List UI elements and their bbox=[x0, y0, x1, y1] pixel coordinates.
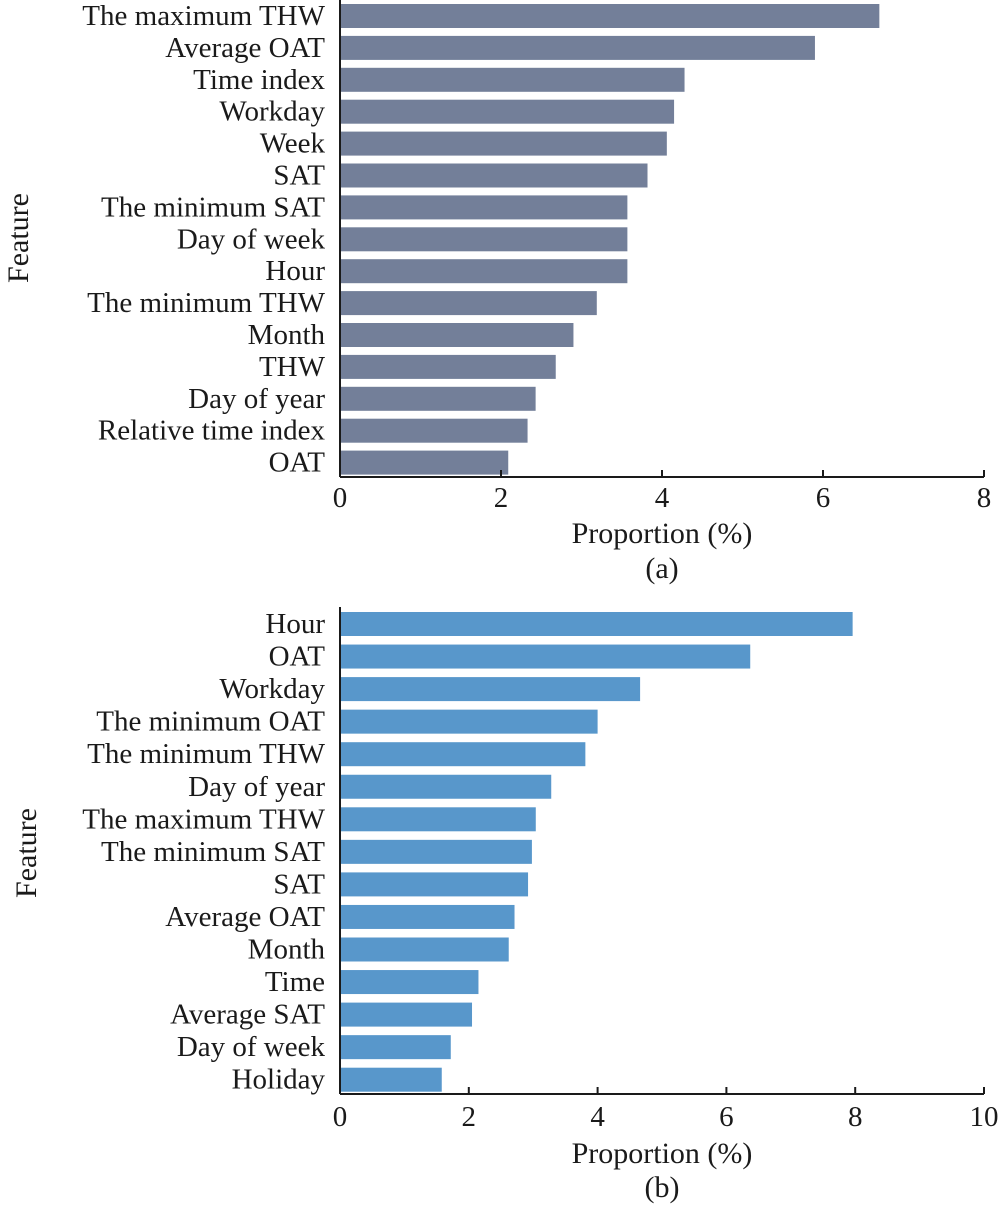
bar-12 bbox=[340, 970, 479, 995]
x-tick-label: 6 bbox=[816, 482, 831, 514]
bar-13 bbox=[340, 386, 536, 411]
bar-9 bbox=[340, 259, 628, 284]
y-axis-title: Feature bbox=[2, 193, 35, 283]
category-label: The maximum THW bbox=[82, 0, 325, 32]
x-tick-label: 0 bbox=[333, 1101, 348, 1133]
bar-6 bbox=[340, 163, 648, 188]
category-label: Hour bbox=[265, 255, 325, 287]
bar-15 bbox=[340, 450, 509, 475]
category-label: SAT bbox=[273, 868, 325, 900]
category-label: Time bbox=[265, 966, 325, 998]
bar-11 bbox=[340, 937, 509, 962]
bar-10 bbox=[340, 291, 597, 316]
category-label: Average OAT bbox=[165, 32, 325, 64]
bar-7 bbox=[340, 195, 628, 220]
category-label: Workday bbox=[219, 673, 325, 705]
category-label: The minimum OAT bbox=[96, 706, 325, 738]
x-axis-title: Proportion (%) bbox=[572, 1137, 753, 1170]
category-label: Day of week bbox=[177, 1031, 326, 1063]
category-label: Month bbox=[248, 934, 326, 966]
category-label: Average SAT bbox=[170, 999, 325, 1031]
y-axis-title: Feature bbox=[10, 808, 43, 898]
x-tick-label: 10 bbox=[970, 1101, 999, 1133]
bar-3 bbox=[340, 67, 685, 92]
bar-2 bbox=[340, 644, 751, 669]
category-label: OAT bbox=[269, 641, 326, 673]
x-axis-title: Proportion (%) bbox=[572, 517, 753, 550]
bar-10 bbox=[340, 904, 515, 929]
category-label: OAT bbox=[269, 447, 326, 479]
category-label: Time index bbox=[193, 64, 325, 96]
category-label: The minimum THW bbox=[87, 287, 326, 319]
category-label: Relative time index bbox=[98, 415, 326, 447]
category-label: Hour bbox=[265, 608, 325, 640]
category-label: Month bbox=[248, 319, 326, 351]
x-tick-label: 8 bbox=[977, 482, 992, 514]
bar-9 bbox=[340, 872, 529, 897]
category-label: THW bbox=[259, 351, 326, 383]
bar-14 bbox=[340, 418, 528, 443]
category-label: The minimum SAT bbox=[101, 836, 325, 868]
x-tick-label: 4 bbox=[590, 1101, 605, 1133]
bar-5 bbox=[340, 742, 586, 767]
bar-14 bbox=[340, 1035, 451, 1060]
bar-5 bbox=[340, 131, 667, 156]
category-label: SAT bbox=[273, 160, 325, 192]
bar-1 bbox=[340, 612, 853, 636]
category-label: Workday bbox=[219, 96, 325, 128]
bar-2 bbox=[340, 35, 815, 60]
category-label: Day of week bbox=[177, 223, 326, 255]
category-label: Day of year bbox=[188, 771, 325, 803]
x-tick-label: 4 bbox=[655, 482, 670, 514]
x-tick-label: 6 bbox=[719, 1101, 734, 1133]
category-label: Average OAT bbox=[165, 901, 325, 933]
category-label: The maximum THW bbox=[82, 803, 325, 835]
bar-8 bbox=[340, 839, 532, 864]
category-label: Week bbox=[260, 128, 326, 160]
bar-4 bbox=[340, 709, 598, 734]
bar-7 bbox=[340, 807, 536, 832]
bar-6 bbox=[340, 774, 552, 799]
bar-12 bbox=[340, 354, 556, 379]
category-label: The minimum THW bbox=[87, 738, 326, 770]
bar-4 bbox=[340, 99, 675, 124]
bar-1 bbox=[340, 4, 880, 28]
x-tick-label: 2 bbox=[494, 482, 509, 514]
panel-label: (a) bbox=[645, 552, 678, 585]
category-label: The minimum SAT bbox=[101, 191, 325, 223]
x-tick-label: 2 bbox=[462, 1101, 477, 1133]
x-tick-label: 0 bbox=[333, 482, 348, 514]
category-label: Holiday bbox=[232, 1064, 326, 1096]
category-label: Day of year bbox=[188, 383, 325, 415]
bar-8 bbox=[340, 227, 628, 252]
bar-13 bbox=[340, 1002, 473, 1027]
panel-label: (b) bbox=[645, 1171, 680, 1204]
bar-11 bbox=[340, 323, 574, 347]
bar-15 bbox=[340, 1067, 442, 1092]
x-tick-label: 8 bbox=[848, 1101, 863, 1133]
bar-3 bbox=[340, 677, 641, 702]
